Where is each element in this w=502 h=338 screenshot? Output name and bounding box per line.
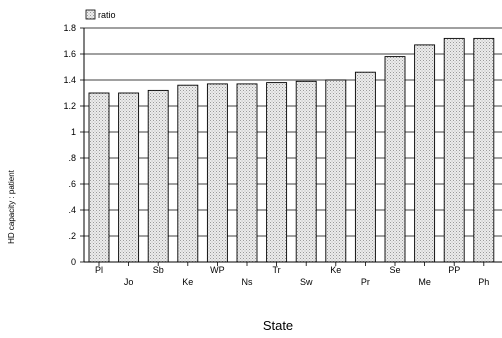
y-tick-label: 1.6: [63, 49, 76, 59]
y-tick-label: .6: [68, 179, 76, 189]
x-axis-title: State: [263, 318, 293, 333]
bar: [88, 92, 110, 263]
y-tick-label: .8: [68, 153, 76, 163]
legend-label: ratio: [98, 10, 116, 20]
y-tick-label: 1.2: [63, 101, 76, 111]
bar: [384, 56, 406, 263]
x-tick-label: Sb: [153, 265, 164, 275]
x-tick-label: WP: [210, 265, 225, 275]
bar: [206, 83, 228, 263]
bar: [325, 79, 347, 263]
bar: [443, 37, 465, 263]
x-tick-label: Pl: [95, 265, 103, 275]
y-axis-title: HD capacity : patient: [7, 169, 16, 244]
bars: [88, 37, 495, 263]
y-tick-label: 1.4: [63, 75, 76, 85]
bar: [118, 92, 140, 263]
bar: [177, 84, 199, 263]
x-tick-label: Ke: [182, 277, 193, 287]
tick-labels: 0 .2 .4 .6 .8 1 1.2 1.4 1.6 1.8 Pl Jo Sb Ke WP Ns Tr Sw Ke…: [63, 23, 489, 287]
y-tick-label: .2: [68, 231, 76, 241]
x-tick-label: Sw: [300, 277, 313, 287]
x-tick-label: PP: [448, 265, 460, 275]
x-tick-label: Ke: [330, 265, 341, 275]
y-tick-label: 1: [71, 127, 76, 137]
x-tick-label: Ns: [242, 277, 253, 287]
bar: [295, 80, 317, 263]
x-tick-label: Pr: [361, 277, 370, 287]
gridlines: [84, 27, 502, 237]
x-tick-label: Jo: [124, 277, 134, 287]
legend-swatch: [85, 9, 96, 20]
y-tick-label: 0: [71, 257, 76, 267]
bar: [473, 37, 495, 263]
y-tick-label: 1.8: [63, 23, 76, 33]
bar: [147, 89, 169, 263]
x-tick-label: Tr: [273, 265, 281, 275]
y-tick-label: .4: [68, 205, 76, 215]
bar: [236, 83, 258, 263]
bar: [354, 71, 376, 263]
bar: [266, 82, 288, 263]
x-tick-label: Se: [389, 265, 400, 275]
x-tick-label: Me: [418, 277, 431, 287]
bar: [414, 44, 436, 263]
axes: [80, 27, 502, 266]
legend: ratio: [85, 9, 116, 20]
x-tick-label: Ph: [478, 277, 489, 287]
